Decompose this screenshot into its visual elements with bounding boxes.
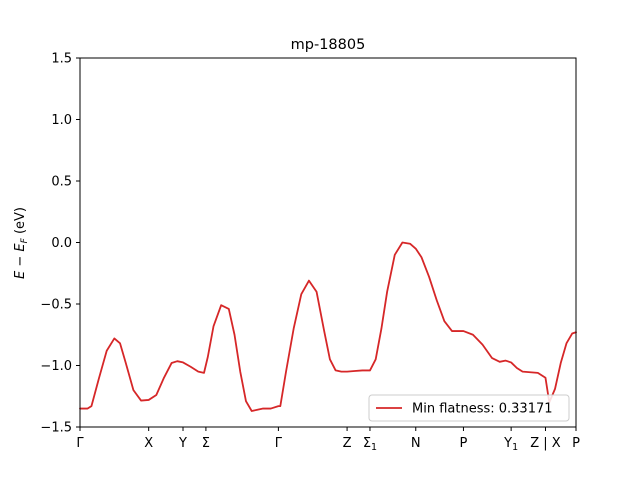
x-tick-label: P	[572, 436, 580, 451]
x-tick-label: Y	[178, 436, 187, 451]
y-tick-label: 0.5	[51, 175, 72, 190]
x-tick-label: Z	[343, 436, 352, 451]
x-axis: Γ X Y Σ Γ Z Σ1 N P Y1 Z | X P	[76, 427, 580, 453]
legend-box	[368, 394, 570, 422]
x-tick-label: N	[411, 436, 421, 451]
y-axis: −1.5 −1.0 −0.5 0.0 0.5 1.0 1.5	[40, 52, 80, 436]
y-tick-label: −1.0	[40, 359, 72, 374]
chart-title: mp-18805	[291, 37, 366, 53]
axes-frame	[79, 57, 577, 428]
x-tick-label: X	[144, 436, 153, 451]
x-tick-label: Z | X	[530, 436, 561, 451]
x-tick-label: Γ	[76, 436, 84, 451]
legend-label: Min flatness: 0.33171	[412, 402, 553, 417]
y-tick-label: 1.5	[51, 52, 72, 67]
legend: Min flatness: 0.33171	[368, 394, 570, 422]
x-tick-label: P	[460, 436, 468, 451]
y-tick-label: 0.0	[51, 236, 72, 251]
x-tick-label: Y1	[503, 436, 518, 453]
series-line-0	[79, 241, 577, 412]
y-tick-label: −0.5	[40, 298, 72, 313]
y-tick-label: −1.5	[40, 421, 72, 436]
y-axis-label: E − EF (eV)	[13, 207, 30, 279]
x-tick-label: Σ1	[363, 436, 377, 453]
x-tick-label: Σ	[202, 436, 210, 451]
y-tick-label: 1.0	[51, 113, 72, 128]
x-tick-label: Γ	[275, 436, 283, 451]
plot-area	[79, 57, 577, 428]
